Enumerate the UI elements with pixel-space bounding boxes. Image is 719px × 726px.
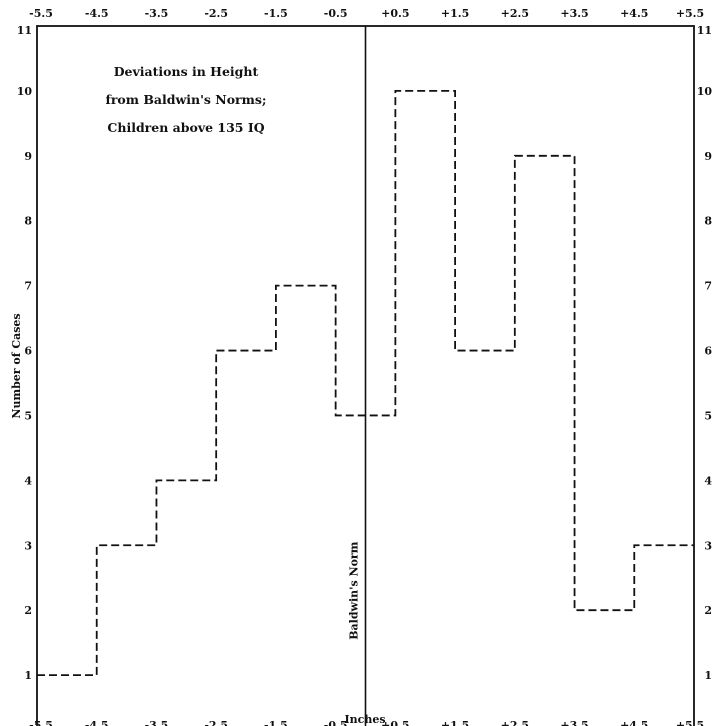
chart-title: Deviations in Height from Baldwin's Norm… <box>105 64 266 135</box>
top-x-tick-label: +0.5 <box>381 7 409 20</box>
right-y-tick-label: 7 <box>704 280 712 293</box>
x-tick-label: -0.5 <box>324 719 348 726</box>
x-tick-label: -2.5 <box>204 719 228 726</box>
x-tick-label: +0.5 <box>381 719 409 726</box>
right-y-tick-labels: 01234567891011 <box>697 24 713 682</box>
right-y-tick-label: 5 <box>704 409 712 422</box>
title-line-1: Deviations in Height <box>114 64 259 79</box>
x-tick-label: -3.5 <box>145 719 169 726</box>
right-y-tick-label: 2 <box>704 604 712 617</box>
y-tick-label: 11 <box>17 24 32 37</box>
y-tick-label: 3 <box>24 539 32 552</box>
y-tick-label: 5 <box>24 409 32 422</box>
x-tick-label: +3.5 <box>560 719 588 726</box>
top-x-tick-label: -1.5 <box>264 7 288 20</box>
histogram-step-series <box>37 90 694 676</box>
right-y-tick-label: 1 <box>704 669 712 682</box>
top-x-tick-labels: -5.5 -4.5 -3.5 -2.5 -1.5 -0.5 +0.5 +1.5 +2.5 +3.5… <box>29 7 704 20</box>
y-tick-label: 7 <box>24 280 32 293</box>
x-tick-label: +2.5 <box>501 719 529 726</box>
title-line-3: Children above 135 IQ <box>107 120 264 135</box>
baldwins-norm-label: Baldwin's Norm <box>348 541 361 640</box>
top-x-tick-label: +2.5 <box>501 7 529 20</box>
x-tick-label: +4.5 <box>620 719 648 726</box>
top-x-tick-label: +1.5 <box>441 7 469 20</box>
top-x-tick-label: -3.5 <box>145 7 169 20</box>
y-tick-label: 10 <box>17 85 33 98</box>
top-x-tick-label: -4.5 <box>85 7 109 20</box>
right-y-tick-label: 4 <box>704 474 712 487</box>
top-x-tick-label: +5.5 <box>676 7 704 20</box>
right-y-tick-label: 9 <box>704 150 712 163</box>
right-y-tick-label: 8 <box>704 215 712 228</box>
right-y-tick-label: 3 <box>704 539 712 552</box>
y-tick-label: 1 <box>24 669 32 682</box>
left-y-tick-labels: 01234567891011 <box>17 24 33 682</box>
top-x-tick-label: +3.5 <box>560 7 588 20</box>
x-tick-label: -1.5 <box>264 719 288 726</box>
right-y-tick-label: 6 <box>704 345 712 358</box>
x-tick-label: -4.5 <box>85 719 109 726</box>
top-x-tick-label: -5.5 <box>29 7 53 20</box>
y-tick-label: 2 <box>24 604 32 617</box>
y-tick-label: 9 <box>24 150 32 163</box>
y-tick-label: 6 <box>24 345 32 358</box>
top-x-tick-label: +4.5 <box>620 7 648 20</box>
bottom-x-tick-labels: -5.5 -4.5 -3.5 -2.5 -1.5 -0.5 +0.5 +1.5 +2.5 +3.5… <box>29 719 704 726</box>
y-tick-label: 4 <box>24 474 32 487</box>
top-x-tick-label: -2.5 <box>204 7 228 20</box>
x-tick-label: +1.5 <box>441 719 469 726</box>
top-x-tick-label: -0.5 <box>324 7 348 20</box>
y-axis-title: Number of Cases <box>10 313 23 418</box>
x-tick-label: -5.5 <box>29 719 53 726</box>
x-tick-label: +5.5 <box>676 719 704 726</box>
x-axis-title: Inches <box>344 713 385 726</box>
right-y-tick-label: 10 <box>697 85 713 98</box>
title-line-2: from Baldwin's Norms; <box>105 92 266 107</box>
y-tick-label: 8 <box>24 215 32 228</box>
right-y-tick-label: 11 <box>697 24 712 37</box>
